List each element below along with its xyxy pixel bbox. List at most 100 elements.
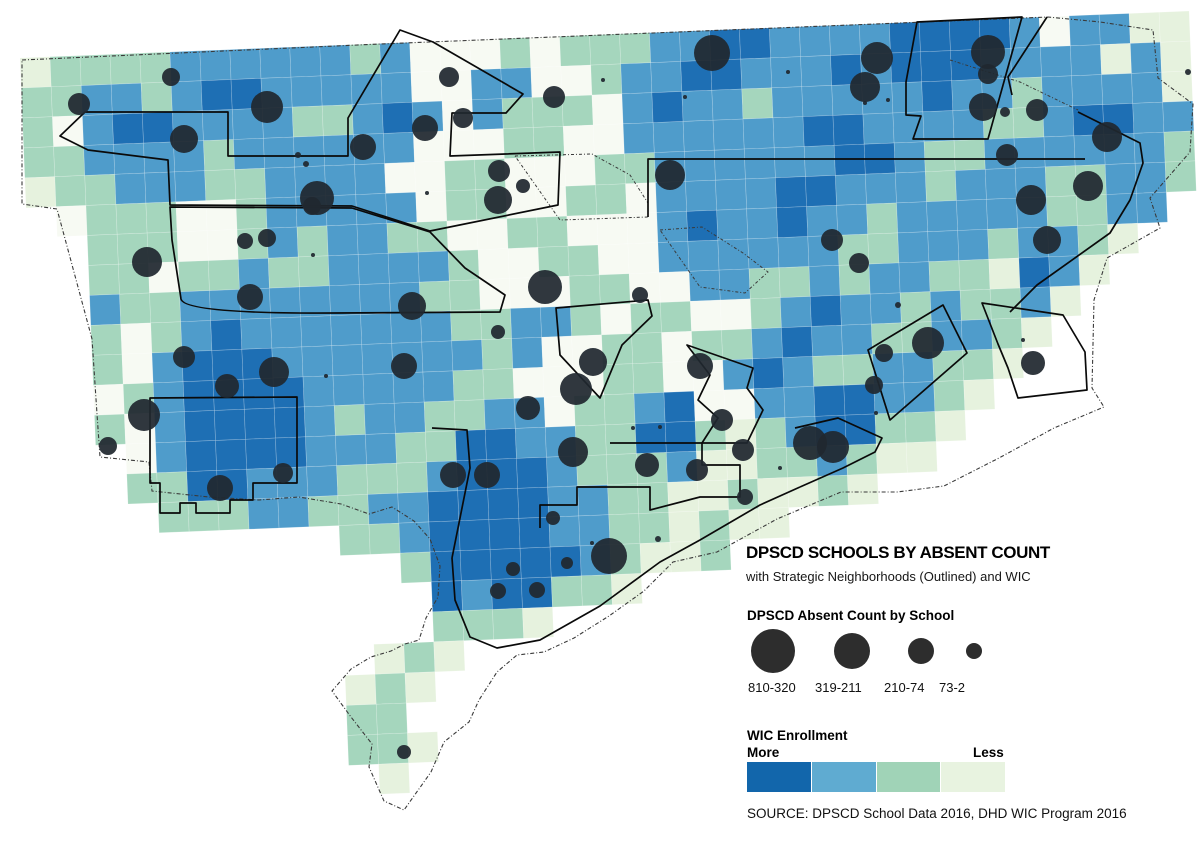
wic-cell <box>875 442 908 475</box>
school-dot <box>1033 226 1061 254</box>
neighborhood-outline <box>867 304 968 421</box>
wic-cell <box>711 88 744 121</box>
wic-cell <box>633 392 666 424</box>
page-subtitle: with Strategic Neighborhoods (Outlined) … <box>746 569 1031 584</box>
wic-cell <box>329 284 361 317</box>
school-dot <box>453 108 473 128</box>
wic-cell <box>1040 45 1072 78</box>
wic-cell <box>606 453 638 486</box>
wic-cell <box>24 176 57 209</box>
school-dot <box>251 91 283 123</box>
wic-cell <box>771 86 804 119</box>
wic-cell <box>600 303 632 336</box>
school-dot <box>1016 185 1046 215</box>
wic-cell <box>751 327 783 360</box>
wic-cell <box>301 345 334 378</box>
wic-cell <box>1161 70 1193 103</box>
wic-cell <box>687 239 720 272</box>
neighborhood-outline <box>794 417 883 488</box>
wic-cell <box>291 105 324 138</box>
wic-cell <box>297 255 330 288</box>
wic-cell <box>592 123 625 156</box>
wic-cell <box>459 549 492 582</box>
wic-cell <box>1100 43 1132 75</box>
size-legend-circle <box>966 643 982 659</box>
school-dot <box>474 462 500 488</box>
size-legend-heading: DPSCD Absent Count by School <box>747 608 955 623</box>
wic-cell <box>1071 74 1104 107</box>
wic-cell <box>86 233 119 266</box>
wic-cell <box>365 432 397 465</box>
school-dot <box>490 583 506 599</box>
wic-cell <box>345 703 378 736</box>
wic-cell <box>905 441 938 474</box>
wic-cell <box>338 524 371 556</box>
wic-cell <box>452 369 485 402</box>
school-dot <box>683 95 687 99</box>
school-dot <box>895 302 901 308</box>
wic-cell <box>445 189 478 222</box>
school-dot <box>237 233 253 249</box>
wic-cell <box>777 236 810 269</box>
wic-cell <box>755 447 788 480</box>
wic-cell <box>488 518 521 550</box>
wic-cell <box>49 55 82 88</box>
wic-cell <box>743 147 776 180</box>
wic-cell <box>177 260 210 293</box>
wic-cell <box>384 161 417 194</box>
neighborhood-outline <box>169 206 506 314</box>
wic-cell <box>1041 75 1074 108</box>
school-dot <box>786 70 790 74</box>
school-dot <box>295 152 301 158</box>
school-dot <box>778 466 782 470</box>
wic-cell <box>383 131 415 164</box>
school-dot <box>849 253 869 273</box>
school-dot <box>439 67 459 87</box>
school-absent-dots <box>68 35 1191 759</box>
wic-cell <box>85 203 118 236</box>
wic-cell <box>306 465 339 498</box>
wic-cell <box>433 640 466 673</box>
school-dot <box>1092 122 1122 152</box>
wic-cell <box>918 20 951 53</box>
wic-cell <box>817 474 849 507</box>
school-dot <box>311 253 315 257</box>
wic-cell <box>658 271 691 303</box>
wic-cell <box>422 370 455 403</box>
wic-cell <box>739 27 771 60</box>
wic-cell <box>800 55 833 87</box>
wic-cell <box>1159 40 1192 73</box>
wic-cell <box>203 139 235 171</box>
wic-cell <box>904 411 937 444</box>
wic-cell <box>989 287 1022 320</box>
wic-cell <box>52 115 84 148</box>
wic-cell <box>669 540 702 573</box>
wic-cell <box>373 642 406 675</box>
wic-cell <box>713 148 746 181</box>
wic-cell <box>450 309 482 342</box>
wic-cell <box>603 393 636 426</box>
wic-cell <box>374 672 407 705</box>
wic-cell <box>516 456 548 489</box>
wic-cell <box>562 124 595 157</box>
size-legend-label: 810-320 <box>748 680 796 695</box>
wic-cell <box>54 175 87 207</box>
wic-cell <box>398 521 431 554</box>
school-dot <box>440 462 466 488</box>
wic-cell <box>619 32 652 65</box>
wic-cell <box>115 202 148 235</box>
wic-cell <box>590 63 623 96</box>
wic-cell <box>240 317 273 350</box>
wic-cell <box>519 546 552 579</box>
wic-cell <box>747 237 780 270</box>
wic-cell <box>170 80 203 113</box>
school-dot <box>528 270 562 304</box>
wic-cell <box>366 462 399 495</box>
school-dot <box>516 396 540 420</box>
school-dot <box>1021 351 1045 375</box>
wic-cell <box>79 54 112 86</box>
school-dot <box>561 557 573 569</box>
wic-cell <box>303 405 336 438</box>
wic-cell <box>506 217 539 249</box>
school-dot <box>491 325 505 339</box>
